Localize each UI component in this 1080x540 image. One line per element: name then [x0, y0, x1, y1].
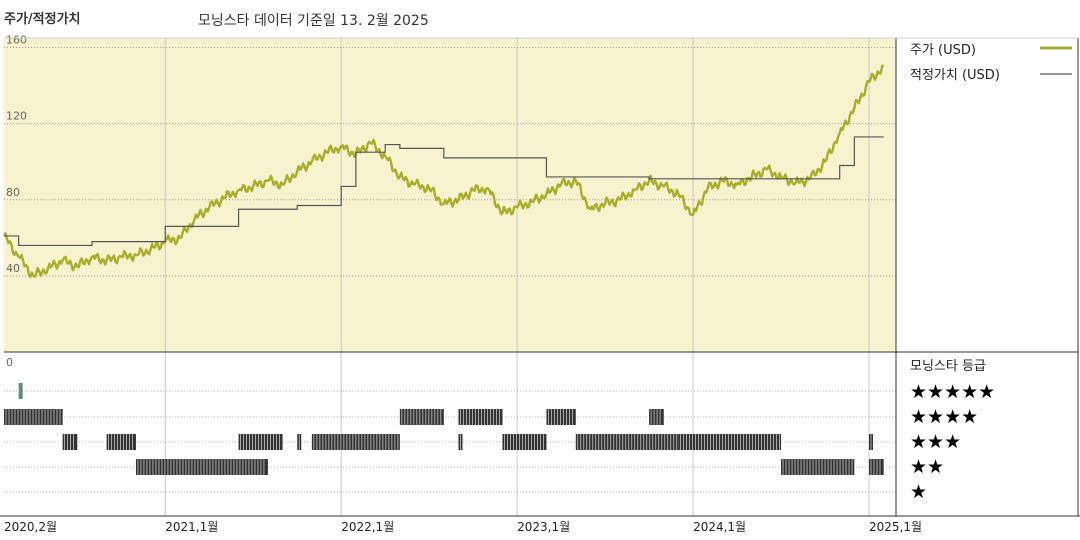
legend-price-label: 주가 (USD)	[910, 43, 976, 58]
rating-bar-4-stars	[649, 409, 664, 425]
y-tick-label: 160	[6, 34, 27, 47]
x-tick-label: 2023,1월	[517, 520, 570, 534]
fair-value-line	[4, 136, 884, 247]
price-line	[2, 64, 885, 278]
rating-bar-3-stars	[575, 434, 679, 450]
rating-2-stars: ★★	[910, 456, 944, 478]
rating-bar-3-stars	[502, 434, 547, 450]
rating-legend-title: 모닝스타 등급	[910, 359, 986, 374]
rating-bar-4-stars	[458, 409, 503, 425]
plot-area	[4, 38, 896, 352]
y-tick-label: 120	[6, 110, 27, 123]
rating-bar-3-stars	[62, 434, 78, 450]
rating-bar-3-stars	[238, 434, 283, 450]
rating-bar-5-stars	[18, 383, 23, 399]
rating-3-stars: ★★★	[910, 431, 961, 453]
data-date-subtitle: 모닝스타 데이터 기준일 13. 2월 2025	[198, 13, 429, 29]
y-tick-label: 40	[6, 262, 20, 275]
rating-4-stars: ★★★★	[910, 406, 978, 428]
rating-bar-3-stars	[869, 434, 873, 450]
chart-title: 주가/적정가치	[4, 12, 81, 27]
rating-1-star: ★	[910, 481, 927, 503]
rating-5-stars: ★★★★★	[910, 381, 995, 403]
rating-bar-3-stars	[106, 434, 136, 450]
rating-bar-3-stars	[311, 434, 400, 450]
rating-bar-2-stars	[869, 459, 884, 475]
x-tick-label: 2021,1월	[165, 520, 218, 534]
rating-bar-2-stars	[135, 459, 268, 475]
y-tick-label: 80	[6, 186, 20, 199]
rating-bar-4-stars	[399, 409, 444, 425]
x-tick-label: 2024,1월	[693, 520, 746, 534]
rating-bar-2-stars	[781, 459, 855, 475]
rating-bar-4-stars	[546, 409, 576, 425]
rating-bar-3-stars	[678, 434, 782, 450]
x-tick-label: 2025,1월	[869, 520, 922, 534]
rating-bar-4-stars	[4, 409, 63, 425]
rating-bar-3-stars	[297, 434, 302, 450]
rating-axis-zero: 0	[6, 356, 13, 369]
rating-bar-3-stars	[458, 434, 463, 450]
legend-fair-label: 적정가치 (USD)	[910, 68, 1000, 83]
x-tick-label: 2022,1월	[341, 520, 394, 534]
x-tick-label: 2020,2월	[4, 520, 57, 534]
